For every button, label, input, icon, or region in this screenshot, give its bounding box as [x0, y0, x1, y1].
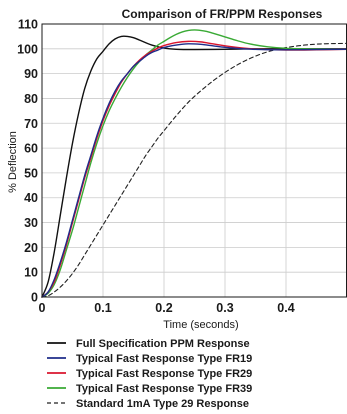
y-tick-label: 80: [24, 92, 38, 106]
x-tick-label: 0: [39, 301, 46, 315]
y-tick-label: 10: [24, 266, 38, 280]
y-tick-label: 40: [24, 191, 38, 205]
chart-title: Comparison of FR/PPM Responses: [122, 7, 323, 21]
x-axis-label: Time (seconds): [163, 319, 238, 331]
series-line-1: [41, 35, 347, 298]
x-tick-label: 0.1: [94, 301, 111, 315]
y-tick-label: 90: [24, 67, 38, 81]
y-tick-label: 110: [18, 18, 38, 32]
legend-label: Typical Fast Response Type FR19: [76, 353, 252, 365]
x-tick-label: 0.3: [216, 301, 233, 315]
x-tick-labels: 0 0.1 0.2 0.3 0.4: [39, 301, 295, 315]
legend-label: Full Specification PPM Response: [76, 338, 250, 350]
y-tick-label: 0: [31, 291, 38, 305]
grid: [41, 23, 347, 298]
y-tick-label: 60: [24, 142, 38, 156]
y-tick-label: 100: [17, 42, 38, 56]
legend-label: Typical Fast Response Type FR39: [76, 383, 252, 395]
series-lines: [41, 29, 347, 298]
y-tick-label: 70: [24, 117, 38, 131]
x-tick-label: 0.2: [155, 301, 172, 315]
plot-frame: [41, 23, 347, 298]
x-tick-label: 0.4: [277, 301, 294, 315]
y-axis-label: % Deflection: [7, 131, 19, 193]
legend-label: Standard 1mA Type 29 Response: [76, 398, 249, 410]
y-tick-label: 50: [24, 166, 38, 180]
series-line-2: [41, 43, 347, 298]
y-tick-label: 20: [24, 241, 38, 255]
y-tick-label: 30: [24, 216, 38, 230]
legend-label: Typical Fast Response Type FR29: [76, 368, 252, 380]
legend: Full Specification PPM Response Typical F…: [47, 338, 252, 410]
y-tick-labels: 0 10 20 30 40 50 60 70 80 90 100 110: [17, 18, 38, 305]
series-line-5: [41, 42, 347, 298]
